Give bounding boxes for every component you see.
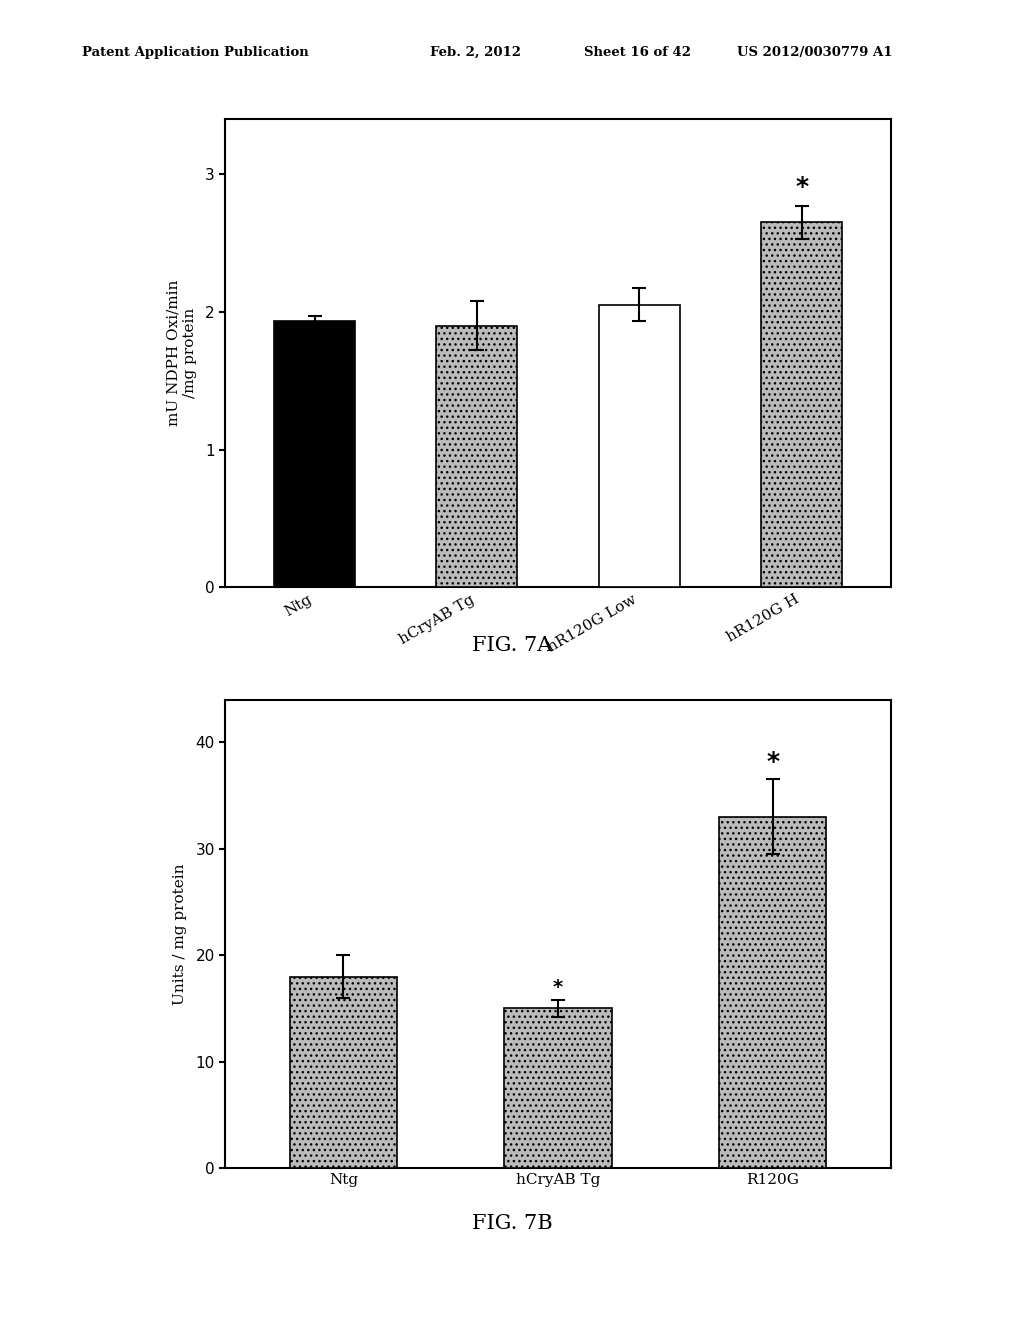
Text: *: * <box>766 750 779 774</box>
Text: *: * <box>553 978 563 997</box>
Text: Patent Application Publication: Patent Application Publication <box>82 46 308 59</box>
Y-axis label: mU NDPH Oxi/min
/mg protein: mU NDPH Oxi/min /mg protein <box>167 280 197 426</box>
Text: Sheet 16 of 42: Sheet 16 of 42 <box>584 46 690 59</box>
Y-axis label: Units / mg protein: Units / mg protein <box>173 863 187 1005</box>
Bar <box>599 305 680 587</box>
Text: FIG. 7A: FIG. 7A <box>472 636 552 655</box>
Text: FIG. 7B: FIG. 7B <box>472 1214 552 1233</box>
Bar <box>719 817 826 1168</box>
Text: US 2012/0030779 A1: US 2012/0030779 A1 <box>737 46 893 59</box>
Bar <box>290 977 397 1168</box>
Text: Feb. 2, 2012: Feb. 2, 2012 <box>430 46 521 59</box>
Bar <box>436 326 517 587</box>
Bar <box>505 1008 611 1168</box>
Bar <box>274 321 355 587</box>
Bar <box>761 222 842 587</box>
Text: *: * <box>795 174 808 199</box>
